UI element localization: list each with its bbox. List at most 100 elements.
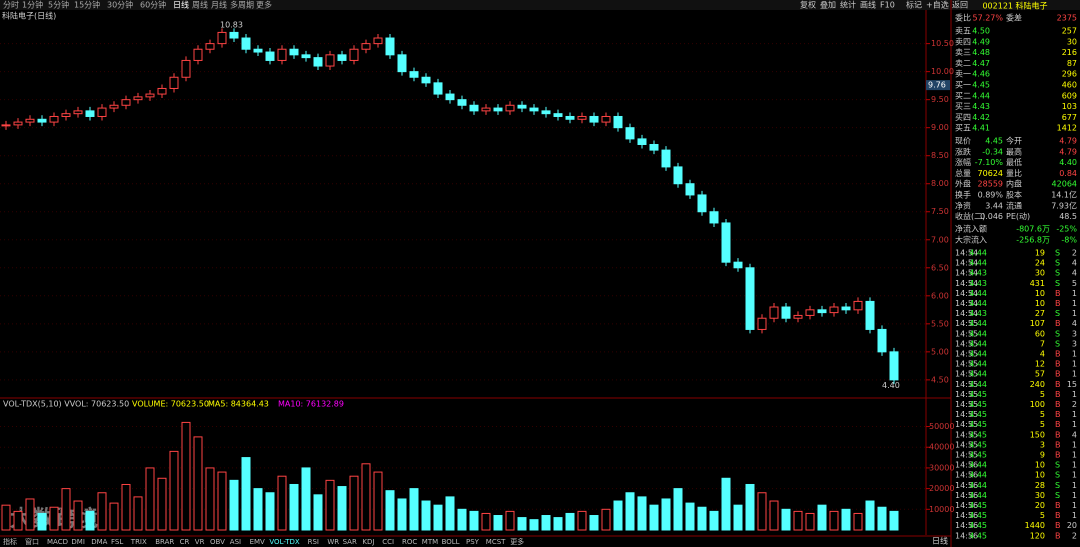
toolbar-item[interactable]: 复权 bbox=[800, 0, 816, 10]
volume-bar bbox=[301, 467, 311, 531]
indicator-tab[interactable]: CR bbox=[180, 538, 190, 546]
indicator-tab[interactable]: VR bbox=[195, 538, 205, 546]
indicator-tab[interactable]: BOLL bbox=[442, 538, 460, 546]
toolbar-item[interactable]: 5分钟 bbox=[48, 0, 69, 10]
volume-bar bbox=[661, 498, 671, 531]
candle bbox=[697, 194, 707, 213]
indicator-tab[interactable]: DMI bbox=[71, 538, 85, 546]
panel-cell: 4.44 bbox=[969, 481, 987, 490]
toolbar-item[interactable]: 周线 bbox=[192, 0, 208, 10]
cursor-label: 9.76 bbox=[928, 81, 946, 90]
toolbar-item[interactable]: 15分钟 bbox=[74, 0, 100, 10]
candle bbox=[25, 118, 35, 123]
panel-cell: 10 bbox=[1035, 299, 1045, 308]
panel-cell: 1 bbox=[1072, 350, 1077, 359]
panel-cell: B bbox=[1055, 370, 1061, 379]
toolbar-bg bbox=[0, 0, 1080, 10]
indicator-tab[interactable]: PSY bbox=[466, 538, 480, 546]
candle bbox=[109, 104, 119, 109]
panel-cell: 60 bbox=[1035, 329, 1045, 338]
toolbar-item[interactable]: 日线 bbox=[173, 0, 189, 10]
volume-bar bbox=[97, 492, 107, 531]
candle bbox=[829, 306, 839, 314]
panel-cell: 今开 bbox=[1006, 136, 1022, 146]
panel-cell: 4.45 bbox=[969, 511, 987, 520]
toolbar-item[interactable]: 月线 bbox=[211, 0, 227, 10]
toolbar-item[interactable]: 画线 bbox=[860, 0, 876, 10]
indicator-tab[interactable]: TRIX bbox=[130, 538, 147, 546]
panel-cell: 42064 bbox=[1052, 180, 1077, 189]
toolbar-item[interactable]: 1分钟 bbox=[22, 0, 43, 10]
volume-bar bbox=[469, 510, 479, 531]
panel-cell: 现价 bbox=[955, 137, 971, 146]
indicator-tab[interactable]: ROC bbox=[402, 538, 417, 546]
candle bbox=[661, 149, 671, 168]
toolbar-item[interactable]: +自选 bbox=[926, 0, 949, 10]
volume-bar bbox=[433, 504, 443, 531]
y-tick-label: 7.50 bbox=[931, 207, 949, 216]
toolbar-item[interactable]: 多周期 bbox=[230, 0, 254, 10]
panel-cell: 14:56 bbox=[955, 511, 978, 520]
toolbar-item[interactable]: 分时 bbox=[3, 0, 19, 10]
indicator-tab[interactable]: MACD bbox=[47, 538, 68, 546]
panel-cell: B bbox=[1055, 299, 1061, 308]
panel-cell: -256.8万 bbox=[1016, 236, 1050, 245]
candle bbox=[289, 48, 299, 56]
panel-cell: 4.44 bbox=[969, 289, 987, 298]
indicator-tab[interactable]: ASI bbox=[230, 538, 241, 546]
panel-cell: 4.45 bbox=[969, 440, 987, 449]
toolbar-item[interactable]: 60分钟 bbox=[140, 0, 166, 10]
indicator-tab[interactable]: EMV bbox=[250, 538, 265, 546]
high-label: 10.83 bbox=[220, 21, 243, 30]
panel-cell: 4 bbox=[1072, 259, 1077, 268]
panel-cell: 4.44 bbox=[969, 339, 987, 348]
candle bbox=[877, 328, 887, 353]
panel-cell: 3 bbox=[1040, 440, 1045, 449]
indicator-tab[interactable]: FSL bbox=[111, 538, 123, 546]
indicator-tab[interactable]: 更多 bbox=[510, 537, 524, 546]
volume-bar bbox=[589, 515, 599, 531]
indicator-tab[interactable]: BRAR bbox=[155, 538, 174, 546]
indicator-tab[interactable]: OBV bbox=[210, 538, 225, 546]
indicator-tab[interactable]: WR bbox=[327, 538, 339, 546]
period-tab[interactable]: 日线 bbox=[932, 536, 948, 546]
volume-bar bbox=[205, 467, 215, 531]
panel-cell: 14:56 bbox=[955, 471, 978, 480]
toolbar-item[interactable]: 标记 bbox=[906, 0, 922, 10]
panel-cell: 14:56 bbox=[955, 501, 978, 510]
panel-cell: 4.45 bbox=[969, 390, 987, 399]
panel-cell: 677 bbox=[1062, 113, 1077, 122]
panel-cell: 净流入额 bbox=[955, 224, 987, 234]
y-tick-label: 10.00 bbox=[931, 67, 954, 76]
toolbar-item[interactable]: 30分钟 bbox=[107, 0, 133, 10]
panel-cell: 股本 bbox=[1006, 190, 1022, 200]
panel-cell: 0.84 bbox=[1059, 169, 1077, 178]
indicator-tab[interactable]: DMA bbox=[91, 538, 107, 546]
panel-cell: 4.45 bbox=[969, 531, 987, 540]
panel-cell: 3 bbox=[1072, 329, 1077, 338]
indicator-tab[interactable]: KDJ bbox=[362, 538, 374, 546]
indicator-tab[interactable]: 指标 bbox=[3, 537, 17, 546]
candle bbox=[709, 211, 719, 224]
candle bbox=[349, 48, 359, 61]
candle bbox=[133, 96, 143, 101]
panel-cell: 14.1亿 bbox=[1051, 190, 1077, 200]
indicator-tab[interactable]: 窗口 bbox=[25, 537, 39, 546]
panel-cell: 19 bbox=[1035, 249, 1045, 258]
volume-bar bbox=[397, 498, 407, 531]
indicator-tab[interactable]: VOL-TDX bbox=[269, 538, 300, 546]
toolbar-item[interactable]: 返回 bbox=[952, 1, 968, 10]
toolbar-item[interactable]: 叠加 bbox=[820, 0, 836, 10]
indicator-tab[interactable]: SAR bbox=[343, 538, 357, 546]
indicator-tab[interactable]: MTM bbox=[422, 538, 438, 546]
toolbar-item[interactable]: F10 bbox=[880, 1, 895, 10]
indicator-tab[interactable]: RSI bbox=[308, 538, 319, 546]
panel-cell: 4.44 bbox=[969, 319, 987, 328]
panel-cell: 14:54 bbox=[955, 269, 978, 278]
panel-cell: 150 bbox=[1030, 430, 1045, 439]
toolbar-item[interactable]: 统计 bbox=[840, 0, 856, 10]
toolbar-item[interactable]: 更多 bbox=[256, 0, 272, 10]
indicator-tab[interactable]: MCST bbox=[486, 538, 506, 546]
volume-bar bbox=[253, 488, 263, 531]
indicator-tab[interactable]: CCI bbox=[382, 538, 394, 546]
